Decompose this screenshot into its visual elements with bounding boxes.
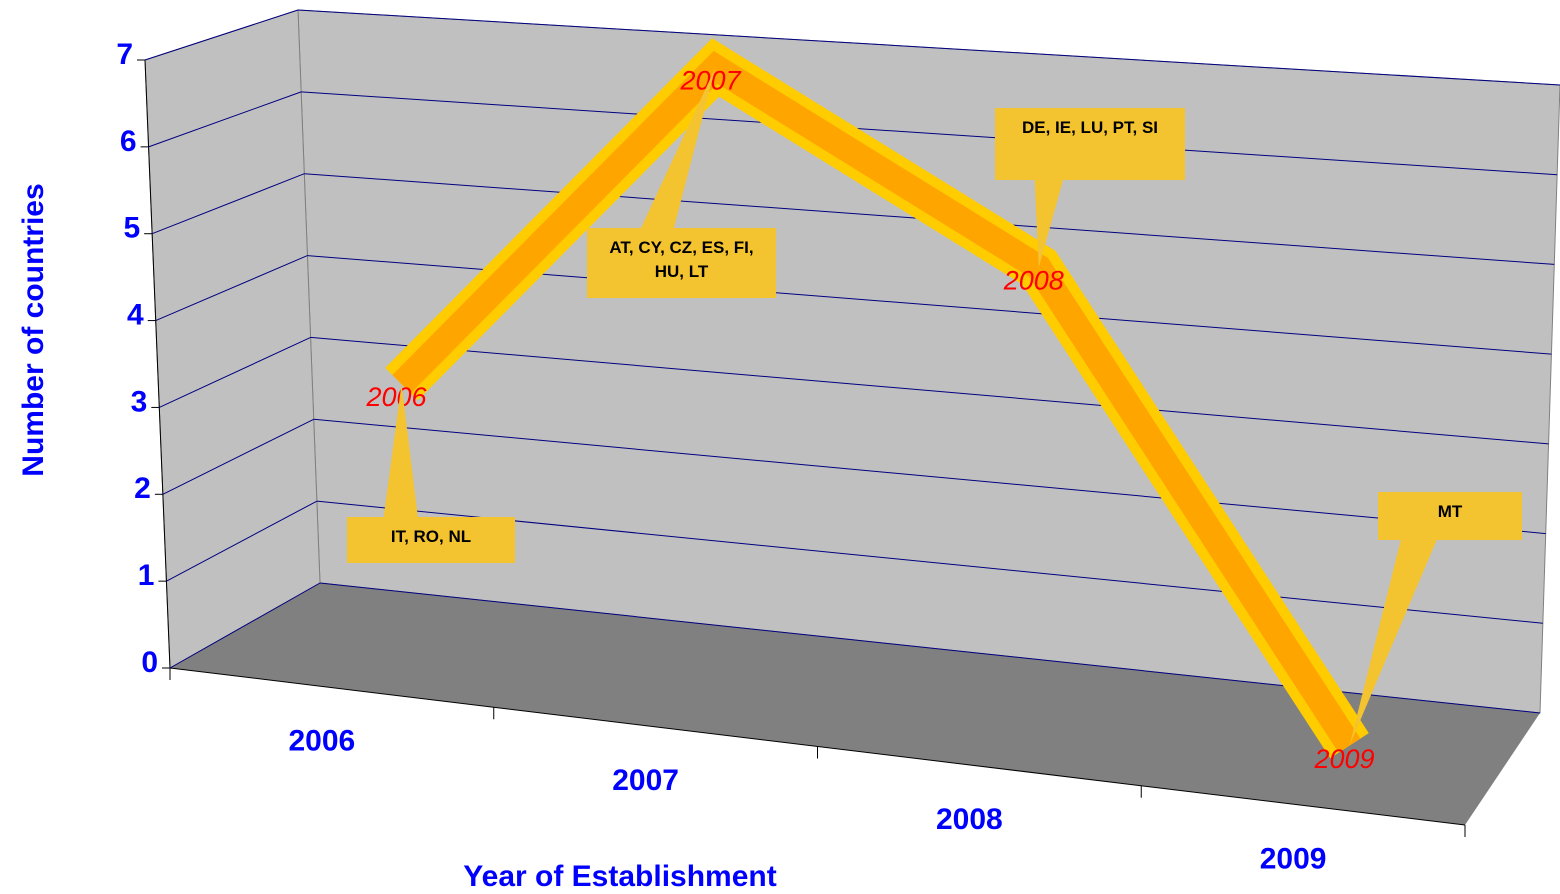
floor xyxy=(170,583,1540,825)
grid-line xyxy=(310,336,1549,445)
y-axis-title: Number of countries xyxy=(17,183,50,476)
line xyxy=(392,50,1361,753)
y-tick-label: 2 xyxy=(134,472,151,505)
y-tick-label: 0 xyxy=(141,646,158,679)
x-tick-label: 2006 xyxy=(289,725,356,758)
point-label: 2009 xyxy=(1313,744,1374,774)
grid-line xyxy=(313,418,1546,535)
callout-pointer xyxy=(624,67,716,263)
x-tick-label: 2008 xyxy=(936,803,1003,836)
grid-line xyxy=(297,9,1560,86)
callout-pointer xyxy=(380,384,421,540)
grid-line xyxy=(169,582,321,669)
grid-line xyxy=(162,418,314,495)
y-tick-label: 3 xyxy=(131,385,148,418)
grid-line xyxy=(159,336,311,408)
grid-line xyxy=(316,500,1543,624)
grid-line xyxy=(166,500,318,582)
x-axis-title: Year of Establishment xyxy=(463,860,776,893)
grid-line xyxy=(301,91,1558,176)
callout: MT xyxy=(1378,492,1522,540)
grid-line xyxy=(144,9,299,61)
y-tick-label: 1 xyxy=(138,559,155,592)
side-wall xyxy=(144,9,321,669)
callout-pointer xyxy=(1349,516,1447,746)
grid-line xyxy=(155,255,308,322)
y-tick-label: 7 xyxy=(116,38,133,71)
x-tick-label: 2009 xyxy=(1260,842,1327,875)
y-tick-label: 4 xyxy=(127,298,144,331)
grid-line xyxy=(151,173,305,235)
y-tick-label: 6 xyxy=(120,125,137,158)
y-axis xyxy=(144,59,171,669)
point-label: 2008 xyxy=(1003,266,1064,296)
callout: AT, CY, CZ, ES, FI, HU, LT xyxy=(587,228,776,298)
point-label: 2006 xyxy=(365,382,427,412)
callout: DE, IE, LU, PT, SI xyxy=(995,108,1185,180)
x-tick-label: 2007 xyxy=(612,764,679,797)
callout: IT, RO, NL xyxy=(347,517,515,563)
grid-line xyxy=(148,91,302,148)
y-tick-label: 5 xyxy=(123,212,140,245)
